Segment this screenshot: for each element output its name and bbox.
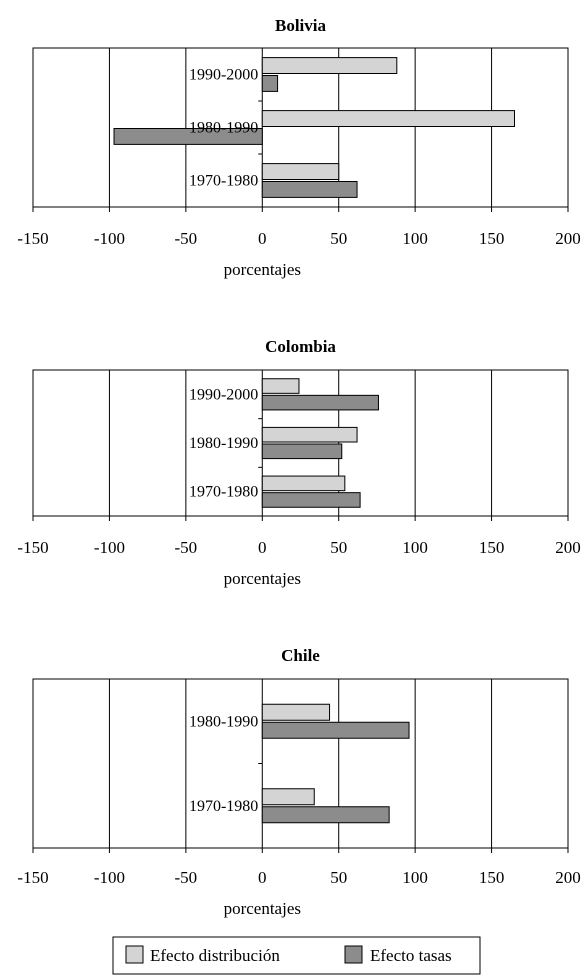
x-tick-label: 50 [330,538,347,557]
chart-panel-bolivia: Bolivia 1990-2000 1980-1990 1970-1980 -150 -1… [17,16,580,279]
category-label: 1970-1980 [189,173,258,190]
legend-label: Efecto distribución [150,946,280,965]
x-axis-label: porcentajes [224,569,301,588]
legend: Efecto distribución Efecto tasas [112,936,481,975]
x-tick-label: 100 [402,868,428,887]
x-tick-label: 0 [258,229,267,248]
category-label: 1980-1990 [189,120,258,137]
bar-efecto-distribucion [261,703,331,721]
x-tick-label: 150 [479,229,505,248]
x-tick-label: -100 [94,868,125,887]
x-tick-label: -150 [17,538,48,557]
bar-efecto-tasas [261,492,361,508]
bar-efecto-distribucion [261,163,340,181]
category-label: 1980-1990 [189,713,258,730]
category-label: 1970-1980 [189,798,258,815]
legend-swatch-efecto-tasas [344,945,363,964]
bar-efecto-tasas [261,75,279,92]
bar-efecto-tasas [261,181,358,198]
bar-efecto-distribucion [261,378,300,394]
bar-efecto-distribucion [261,110,515,127]
plot-area [32,47,569,208]
x-tick-label: 0 [258,538,267,557]
category-label: 1980-1990 [189,435,258,452]
legend-box [112,936,481,975]
x-tick-label: 200 [555,868,581,887]
bar-efecto-tasas [261,721,410,739]
x-axis-label: porcentajes [224,899,301,918]
bar-efecto-tasas [261,394,379,411]
x-tick-label: 100 [402,229,428,248]
chart-panel-chile: Chile 1980-1990 1970-1980 -150 -100 -50 0 50 100… [17,646,580,918]
bar-efecto-tasas [113,128,263,145]
x-tick-label: 50 [330,229,347,248]
plot-area [32,369,569,517]
legend-label: Efecto tasas [370,946,452,965]
bar-efecto-distribucion [261,788,315,806]
category-label: 1990-2000 [189,67,258,84]
chart-panel-colombia: Colombia 1990-2000 1980-1990 1970-1980 -150 -… [17,337,580,588]
x-tick-label: 200 [555,538,581,557]
bar-efecto-distribucion [261,57,398,74]
x-tick-label: 0 [258,868,267,887]
x-tick-label: -50 [175,538,198,557]
x-tick-label: -50 [175,868,198,887]
chart-title: Bolivia [275,16,327,35]
chart-title: Colombia [265,337,336,356]
chart-title: Chile [281,646,320,665]
x-tick-label: -50 [175,229,198,248]
bar-efecto-tasas [261,806,390,824]
x-tick-label: 100 [402,538,428,557]
bar-efecto-distribucion [261,426,358,443]
x-axis-label: porcentajes [224,260,301,279]
legend-swatch-efecto-distribucion [125,945,144,964]
x-tick-label: 150 [479,868,505,887]
category-label: 1990-2000 [189,386,258,403]
x-tick-label: -100 [94,538,125,557]
x-tick-label: 50 [330,868,347,887]
x-tick-label: 150 [479,538,505,557]
x-tick-label: 200 [555,229,581,248]
x-tick-label: -150 [17,229,48,248]
category-label: 1970-1980 [189,484,258,501]
x-tick-label: -100 [94,229,125,248]
bar-efecto-distribucion [261,475,346,492]
bar-efecto-tasas [261,443,343,460]
x-tick-label: -150 [17,868,48,887]
